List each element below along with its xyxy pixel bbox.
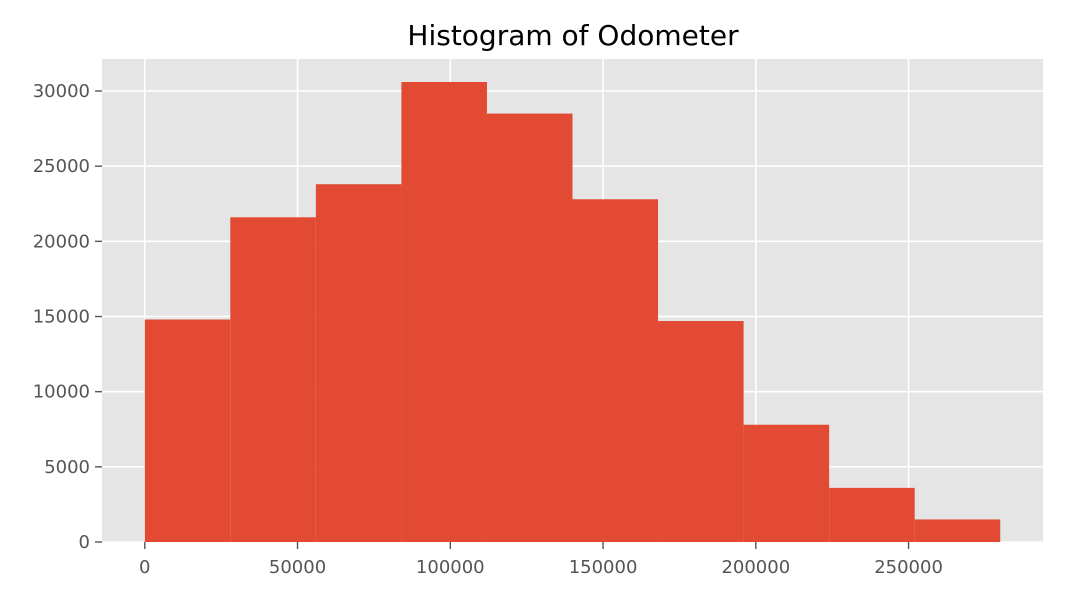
histogram-bar <box>144 319 231 542</box>
histogram-bar <box>230 217 316 542</box>
histogram-bar <box>572 199 659 543</box>
histogram-bar <box>315 184 402 542</box>
histogram-bar <box>743 424 830 542</box>
y-tick-label: 25000 <box>33 156 90 177</box>
y-tick-label: 20000 <box>33 231 90 252</box>
y-tick-label: 30000 <box>33 81 90 102</box>
y-tick-label: 10000 <box>33 382 90 403</box>
histogram-bar <box>829 487 915 542</box>
x-tick-label: 0 <box>139 557 150 578</box>
x-tick-label: 250000 <box>874 557 943 578</box>
histogram-bar <box>658 321 744 542</box>
y-tick-label: 0 <box>79 532 90 553</box>
x-tick-label: 100000 <box>416 557 485 578</box>
x-tick-label: 200000 <box>721 557 790 578</box>
chart-title: Histogram of Odometer <box>407 19 739 52</box>
y-tick-label: 15000 <box>33 307 90 328</box>
x-tick-label: 150000 <box>569 557 638 578</box>
y-tick-label: 5000 <box>44 457 90 478</box>
y-axis-ticks: 0 5000 10000 15000 20000 25000 30000 <box>33 81 102 553</box>
histogram-bar <box>401 82 487 542</box>
x-tick-label: 50000 <box>269 557 326 578</box>
histogram-bars <box>144 82 1001 543</box>
histogram-bar <box>486 113 573 542</box>
x-axis-ticks: 0 50000 100000 150000 200000 250000 <box>139 542 943 578</box>
histogram-bar <box>914 519 1001 542</box>
